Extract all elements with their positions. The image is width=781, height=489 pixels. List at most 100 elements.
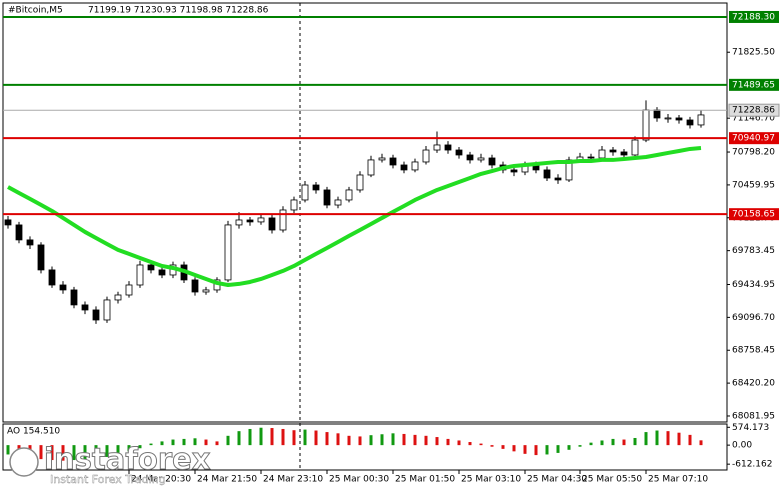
candle-body [279, 209, 287, 231]
candle-body [565, 159, 573, 181]
ao-bar [611, 438, 615, 446]
ao-bar [248, 428, 252, 446]
ao-bar [468, 442, 472, 446]
x-tick-label: 25 Mar 04:30 [527, 475, 587, 485]
price-panel [2, 2, 728, 423]
candle-body [543, 169, 551, 179]
candle-body [345, 189, 353, 201]
ao-bar [633, 437, 637, 446]
x-tick-label: 25 Mar 07:10 [648, 475, 708, 485]
candle-body [389, 157, 397, 166]
candle-body [620, 151, 628, 156]
ao-bar [171, 439, 175, 446]
candle-body [400, 164, 408, 171]
x-tick-label: 24 Mar 21:50 [197, 475, 257, 485]
ao-bar [523, 445, 527, 454]
ao-bar [347, 435, 351, 446]
y-tick-label: 71146.70 [732, 114, 775, 124]
ao-bar [666, 431, 670, 446]
ao-bar [413, 434, 417, 446]
level-label: 70940.97 [732, 134, 775, 144]
ao-bar [61, 445, 65, 461]
candle-body [686, 119, 694, 126]
candle-body [312, 184, 320, 191]
candle-body [598, 149, 606, 159]
ao-bar [677, 432, 681, 446]
candle-body [356, 174, 364, 191]
ao-bar [292, 430, 296, 446]
ao-bar [281, 428, 285, 446]
candle-body [4, 219, 12, 226]
candle-body [48, 269, 56, 286]
level-label: 70158.65 [732, 210, 775, 220]
ao-bar [204, 439, 208, 446]
ao-bar [457, 440, 461, 446]
ao-bar [182, 438, 186, 446]
candle-body [433, 144, 441, 151]
current-price-tag [728, 103, 780, 117]
candle-body [466, 154, 474, 161]
candle-body [158, 269, 166, 276]
ao-bar [655, 430, 659, 446]
ao-bar [336, 433, 340, 446]
current-price-label: 71228.86 [732, 106, 775, 116]
candle-body [290, 199, 298, 211]
ao-bar [589, 442, 593, 446]
candle-body [92, 309, 100, 321]
level-label: 71489.65 [732, 80, 775, 90]
ao-bar [226, 435, 230, 446]
ao-bar [138, 445, 142, 449]
logo-name: instaforex [44, 442, 211, 476]
logo-icon [9, 447, 39, 477]
level-tag [729, 78, 779, 91]
x-tick-label: 25 Mar 01:50 [395, 475, 455, 485]
candle-body [587, 156, 595, 159]
candle-body [268, 217, 276, 231]
ao-bar [479, 443, 483, 446]
ao-bar [567, 445, 571, 450]
ao-bar [501, 445, 505, 449]
ao-bar [545, 445, 549, 455]
ao-bar [578, 445, 582, 447]
y-tick-label: 69434.95 [732, 280, 775, 290]
candle-body [477, 157, 485, 161]
candle-body [70, 289, 78, 306]
ao-bar [94, 445, 98, 459]
ao-bar [215, 441, 219, 446]
y-tick-label: 68081.95 [732, 411, 775, 421]
level-tag [729, 132, 779, 145]
candle-body [323, 189, 331, 206]
candle-body [675, 117, 683, 121]
ao-tick-label: 574.173 [732, 423, 769, 433]
candle-body [422, 149, 430, 163]
ohlc-values: 71199.19 71230.93 71198.98 71228.86 [88, 6, 269, 16]
ao-bar [622, 439, 626, 446]
level-label: 72188.30 [732, 12, 775, 22]
ao-bar [490, 445, 494, 447]
ao-bar [644, 432, 648, 446]
logo-tagline: Instant Forex Trading [50, 473, 166, 486]
candle-body [15, 224, 23, 241]
candle-body [224, 224, 232, 281]
candle-body [488, 157, 496, 166]
candle-body [191, 279, 199, 293]
ao-bar [303, 429, 307, 446]
ao-bar [72, 445, 76, 461]
candle-body [609, 149, 617, 153]
candle-body [334, 199, 342, 206]
x-tick-label: 24 Mar 20:30 [131, 475, 191, 485]
candle-body [125, 284, 133, 296]
candle-body [235, 219, 243, 226]
ao-bar [149, 443, 153, 446]
symbol: #Bitcoin,M5 [8, 6, 63, 16]
level-tag [729, 208, 779, 221]
candle-body [26, 239, 34, 246]
candle-body [81, 304, 89, 311]
y-tick-label: 69783.45 [732, 246, 775, 256]
candle-body [642, 109, 650, 141]
ao-bar [512, 445, 516, 452]
ao-tick-label: 0.00 [732, 441, 752, 451]
candle-body [664, 117, 672, 120]
y-tick-label: 68420.20 [732, 379, 775, 389]
